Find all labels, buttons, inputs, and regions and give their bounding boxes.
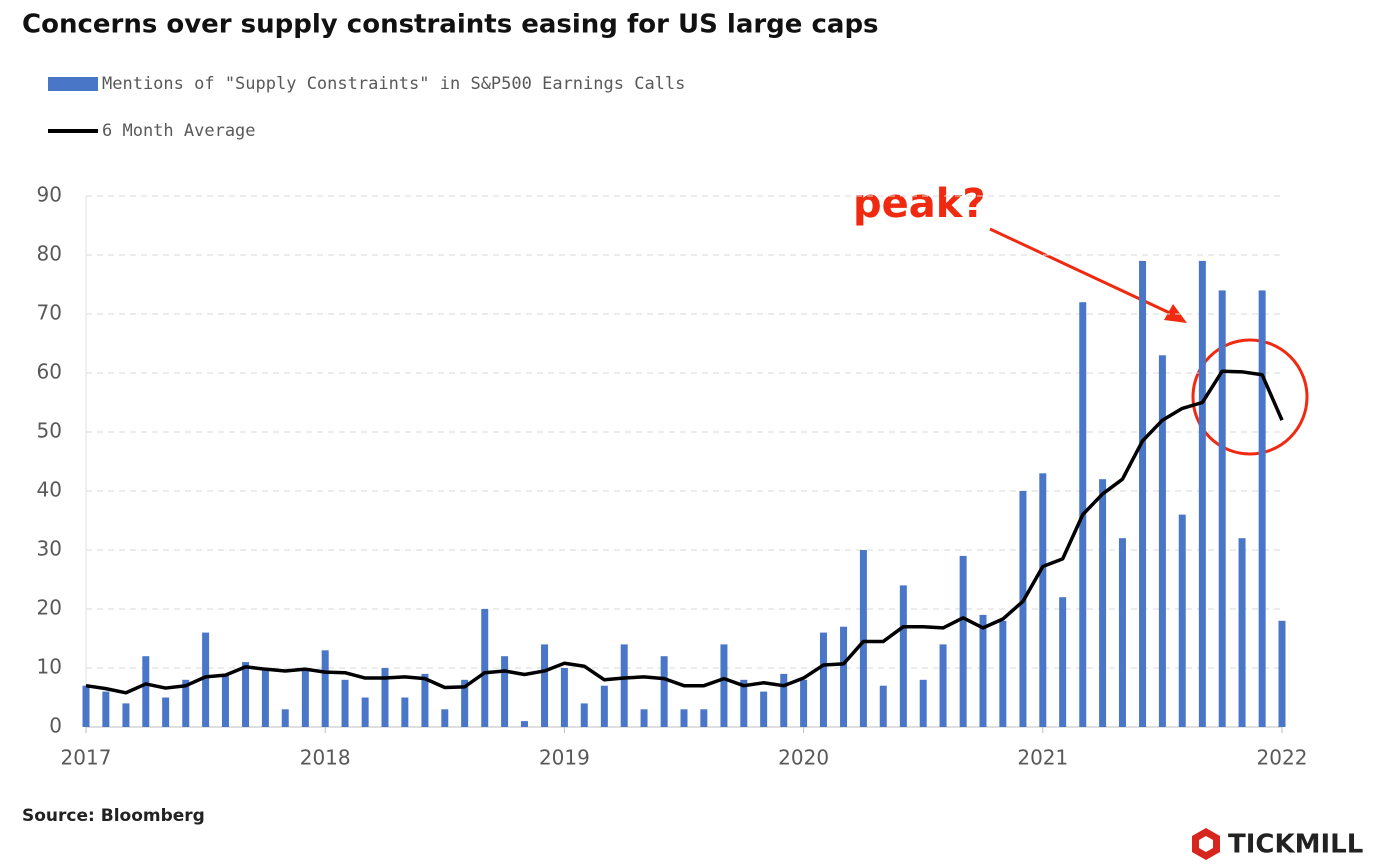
bar	[461, 679, 469, 727]
bar	[1019, 491, 1027, 727]
bar	[840, 626, 848, 727]
bar	[919, 679, 927, 727]
y-tick-label: 30	[37, 537, 62, 561]
bar	[680, 709, 688, 727]
bar	[720, 644, 728, 727]
bar	[82, 685, 90, 727]
x-tick-label: 2019	[539, 746, 590, 770]
bar	[1258, 290, 1266, 727]
y-tick-label: 0	[49, 714, 62, 738]
bar	[321, 650, 329, 727]
legend-label: 6 Month Average	[102, 121, 256, 141]
bar	[1218, 290, 1226, 727]
line	[85, 369, 1284, 695]
y-tick-label: 60	[37, 360, 62, 384]
bar	[1039, 473, 1047, 727]
y-tick-label: 20	[37, 596, 62, 620]
bar	[122, 703, 130, 727]
bar	[1118, 538, 1126, 727]
bar	[1099, 479, 1107, 727]
bar	[182, 679, 190, 727]
bar	[481, 609, 489, 727]
bar	[560, 668, 568, 727]
bar	[162, 697, 170, 727]
bar	[1198, 260, 1206, 727]
bar	[441, 709, 449, 727]
x-tick-label: 2020	[778, 746, 829, 770]
bar	[341, 679, 349, 727]
bar	[281, 709, 289, 727]
bar	[1278, 620, 1286, 727]
bar	[760, 691, 768, 727]
y-tick-label: 50	[37, 419, 62, 443]
bar	[780, 673, 788, 727]
bar	[939, 644, 947, 727]
bar	[301, 668, 309, 727]
highlight-circle	[1191, 338, 1309, 456]
bar	[242, 662, 250, 727]
y-tick-label: 10	[37, 655, 62, 679]
bar	[600, 685, 608, 727]
bar	[620, 644, 628, 727]
bar	[899, 585, 907, 727]
bar	[660, 656, 668, 727]
bar	[541, 644, 549, 727]
bar	[979, 614, 987, 727]
y-tick-label: 80	[37, 242, 62, 266]
bar	[1178, 514, 1186, 727]
bar	[740, 679, 748, 727]
bar	[1238, 538, 1246, 727]
legend-swatch	[48, 77, 98, 91]
bar	[261, 668, 269, 727]
bar	[501, 656, 509, 727]
bar	[142, 656, 150, 727]
bar	[819, 632, 827, 727]
x-tick-label: 2017	[61, 746, 112, 770]
x-tick-label: 2021	[1017, 746, 1068, 770]
bar	[221, 673, 229, 727]
legend-label: Mentions of "Supply Constraints" in S&P5…	[102, 74, 685, 94]
y-tick-label: 70	[37, 301, 62, 325]
bar	[859, 550, 867, 727]
bar	[1139, 260, 1147, 727]
y-tick-label: 40	[37, 478, 62, 502]
bar	[421, 673, 429, 727]
bar	[1059, 597, 1067, 727]
logo-icon-inner	[1199, 836, 1213, 852]
x-tick-label: 2018	[300, 746, 351, 770]
bar	[401, 697, 409, 727]
bar	[361, 697, 369, 727]
x-tick-label: 2022	[1257, 746, 1308, 770]
bar	[879, 685, 887, 727]
bar	[999, 620, 1007, 727]
bar	[640, 709, 648, 727]
bar	[580, 703, 588, 727]
bar	[520, 721, 528, 727]
chart-title: Concerns over supply constraints easing …	[22, 10, 879, 40]
bar	[202, 632, 210, 727]
bar	[1158, 355, 1166, 727]
source: Source: Bloomberg	[22, 806, 205, 826]
annotation: peak?	[853, 181, 986, 227]
bar	[381, 668, 389, 727]
bar	[959, 555, 967, 727]
bar	[700, 709, 708, 727]
bar	[800, 679, 808, 727]
bar	[102, 691, 110, 727]
y-tick-label: 90	[37, 183, 62, 207]
brand: TICKMILL	[1228, 830, 1363, 860]
